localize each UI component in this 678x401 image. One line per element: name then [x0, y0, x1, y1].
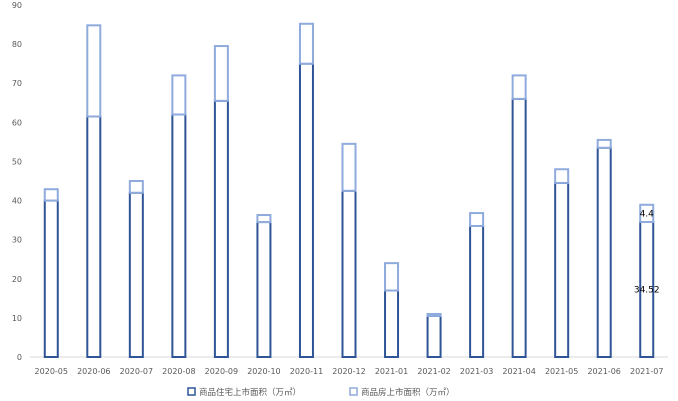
bar-commercial-2020-12	[341, 142, 357, 192]
y-tick-label: 40	[12, 197, 22, 206]
x-tick-label: 2020-12	[332, 367, 365, 376]
bar-residential-2020-08	[171, 113, 187, 358]
bar-commercial-2020-10	[256, 214, 272, 224]
bar-commercial-2021-05	[554, 168, 570, 184]
bar-residential-2020-05	[43, 199, 59, 358]
bar-commercial-2020-11	[298, 22, 314, 65]
data-label: 34.52	[634, 285, 660, 295]
bar-residential-2020-09	[213, 99, 229, 358]
bar-residential-2020-06	[86, 115, 102, 359]
bar-residential-2020-11	[298, 62, 314, 359]
bar-residential-2020-10	[256, 221, 272, 358]
x-tick-label: 2020-08	[162, 367, 195, 376]
x-axis: 2020-05 2020-06 2020-07 2020-08 2020-09 2020-…	[35, 367, 664, 376]
bar-residential-2021-03	[469, 224, 485, 358]
bar-residential-2021-04	[511, 97, 527, 358]
x-tick-label: 2021-05	[545, 367, 578, 376]
legend-label: 商品住宅上市面积（万㎡）	[199, 387, 301, 398]
x-tick-label: 2021-06	[587, 367, 620, 376]
bar-commercial-2021-04	[511, 74, 527, 100]
y-tick-label: 80	[12, 40, 22, 49]
data-label: 4.4	[640, 209, 655, 219]
bar-commercial-2021-03	[469, 212, 485, 227]
y-tick-label: 10	[12, 314, 22, 323]
x-tick-label: 2021-01	[375, 367, 408, 376]
x-tick-label: 2020-10	[247, 367, 280, 376]
y-tick-label: 90	[12, 1, 22, 10]
bar-commercial-2020-07	[128, 180, 144, 194]
x-tick-label: 2021-07	[630, 367, 663, 376]
y-tick-label: 20	[12, 275, 22, 284]
legend-swatch-1	[349, 387, 358, 396]
y-tick-label: 30	[12, 236, 22, 245]
bar-residential-2021-01	[384, 289, 400, 358]
bar-residential-2020-07	[128, 191, 144, 358]
bar-commercial-2021-01	[384, 262, 400, 292]
legend: 商品住宅上市面积（万㎡） 商品房上市面积（万㎡）	[187, 387, 455, 398]
bar-commercial-2021-02	[426, 312, 442, 317]
x-tick-label: 2020-06	[77, 367, 110, 376]
y-tick-label: 70	[12, 79, 22, 88]
bar-commercial-2020-06	[86, 24, 102, 118]
data-labels: 34.52 4.4	[634, 209, 660, 295]
bar-residential-2021-05	[554, 181, 570, 358]
bar-residential-2021-02	[426, 314, 442, 358]
y-tick-label: 0	[17, 353, 22, 362]
bar-commercial-2021-07	[639, 203, 655, 223]
y-tick-label: 50	[12, 157, 22, 166]
x-tick-label: 2020-11	[290, 367, 323, 376]
x-tick-label: 2021-04	[502, 367, 535, 376]
x-tick-label: 2020-07	[120, 367, 153, 376]
bar-commercial-2020-09	[213, 45, 229, 102]
bar-commercial-2020-08	[171, 74, 187, 116]
y-tick-label: 60	[12, 118, 22, 127]
legend-label: 商品房上市面积（万㎡）	[361, 387, 455, 398]
y-axis: 0 10 20 30 40 50 60 70 80 90	[12, 1, 668, 362]
bar-commercial-2020-05	[43, 188, 59, 202]
x-tick-label: 2020-09	[205, 367, 238, 376]
x-tick-label: 2021-02	[417, 367, 450, 376]
bar-residential-2020-12	[341, 189, 357, 358]
bars	[43, 22, 655, 359]
x-tick-label: 2020-05	[35, 367, 68, 376]
bar-commercial-2021-06	[596, 138, 612, 149]
legend-swatch-0	[187, 387, 196, 396]
x-tick-label: 2021-03	[460, 367, 493, 376]
bar-residential-2021-06	[596, 146, 612, 358]
